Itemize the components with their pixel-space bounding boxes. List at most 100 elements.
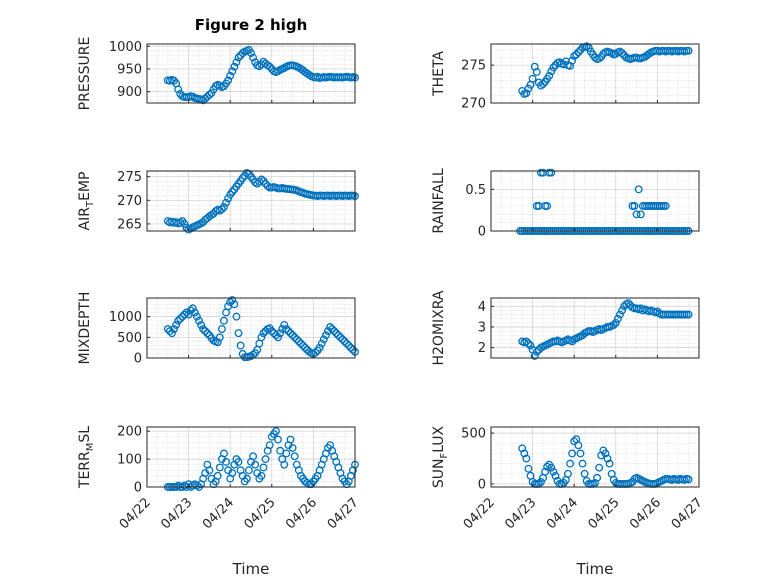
data-point [217, 325, 226, 333]
subplot-5: 0 500 1000 MIXDEPTH [77, 292, 359, 367]
data-point [220, 202, 228, 211]
data-point [634, 185, 643, 194]
x-tick-label: 04/24 [200, 495, 237, 532]
data-point [251, 178, 260, 187]
x-tick-label: 04/27 [325, 495, 362, 532]
data-point [317, 339, 326, 348]
subplot-7: 0 100 200 04/22 04/23 04/24 04/25 04/26 04/27 TER… [77, 425, 362, 533]
data-point [630, 202, 639, 210]
data-point [257, 333, 266, 342]
data-point [568, 56, 577, 65]
data-point [288, 443, 297, 452]
y-tick-label: 500 [461, 427, 486, 442]
data-point [199, 325, 208, 333]
data-point [684, 475, 693, 484]
data-point [549, 63, 558, 72]
y-tick-label: 950 [117, 62, 142, 77]
data-point [280, 320, 289, 329]
y-axis-label: MIXDEPTH [77, 292, 93, 365]
data-point [520, 449, 529, 458]
data-point [618, 49, 626, 58]
y-tick-label: 0 [134, 481, 142, 496]
data-point [272, 427, 280, 436]
data-point [684, 46, 693, 55]
data-point [217, 205, 226, 214]
x-tick-label: 04/23 [502, 495, 539, 532]
data-point [224, 76, 233, 85]
data-point [296, 339, 305, 348]
data-point [255, 62, 264, 71]
x-tick-label: 04/23 [158, 495, 195, 532]
data-point [568, 449, 577, 458]
subplot-8: 0 500 04/22 04/23 04/24 04/25 04/26 04/27 SUNFLU… [431, 425, 706, 532]
x-tick-label: 04/27 [669, 495, 706, 532]
axes-frame [146, 426, 356, 488]
data-series [163, 296, 359, 362]
data-point [188, 304, 197, 313]
data-point [290, 452, 299, 461]
data-point [543, 202, 552, 210]
data-point [330, 327, 339, 336]
data-point [228, 469, 237, 477]
data-point [238, 174, 247, 183]
data-point [220, 449, 228, 458]
y-tick-label: 0 [478, 225, 486, 240]
data-point [290, 333, 299, 342]
data-point [230, 300, 239, 309]
x-tick-label: 04/26 [283, 495, 320, 532]
data-point [597, 451, 606, 460]
y-tick-label: 270 [461, 97, 486, 112]
data-point [524, 339, 533, 348]
data-point [215, 333, 224, 342]
data-point [528, 74, 537, 83]
data-point [536, 477, 545, 486]
data-point [274, 333, 282, 342]
y-tick-label: 900 [117, 85, 142, 100]
data-point [234, 457, 243, 466]
x-axis-label-right: Time [576, 560, 614, 578]
data-point [570, 437, 579, 446]
data-point [518, 444, 527, 453]
data-point [284, 327, 293, 336]
data-point [215, 463, 224, 472]
data-point [624, 299, 633, 308]
data-point [632, 210, 641, 219]
y-tick-label: 0 [134, 352, 142, 367]
data-point [530, 351, 539, 360]
y-axis-label: RAINFALL [431, 168, 447, 233]
axes-frame [146, 297, 356, 359]
data-point [595, 463, 604, 472]
data-point [232, 58, 241, 67]
data-point [348, 345, 357, 354]
data-point [222, 457, 230, 466]
data-point [174, 85, 183, 94]
data-point [582, 42, 591, 51]
data-point [636, 210, 645, 219]
data-point [532, 68, 541, 76]
data-point [165, 327, 174, 336]
data-point [192, 312, 201, 321]
data-point [603, 454, 612, 463]
subplot-6: 2 3 4 H2OMIXRA [431, 290, 700, 366]
data-point [605, 459, 614, 468]
data-point [338, 335, 347, 344]
data-point [253, 179, 262, 188]
data-point [294, 337, 303, 346]
y-tick-label: 1000 [109, 40, 142, 55]
data-point [230, 62, 239, 71]
axes-frame [490, 297, 700, 359]
data-point [661, 202, 670, 210]
data-point [232, 312, 241, 321]
data-point [180, 310, 189, 319]
data-point [265, 62, 274, 71]
data-point [326, 323, 334, 331]
axes-frame [490, 43, 700, 104]
y-tick-label: 200 [117, 425, 142, 440]
data-point [234, 53, 243, 62]
data-point [340, 337, 349, 346]
data-point [286, 435, 295, 444]
y-tick-label: 4 [478, 300, 486, 315]
data-point [539, 80, 547, 89]
data-point [315, 343, 324, 352]
data-point [201, 327, 210, 336]
